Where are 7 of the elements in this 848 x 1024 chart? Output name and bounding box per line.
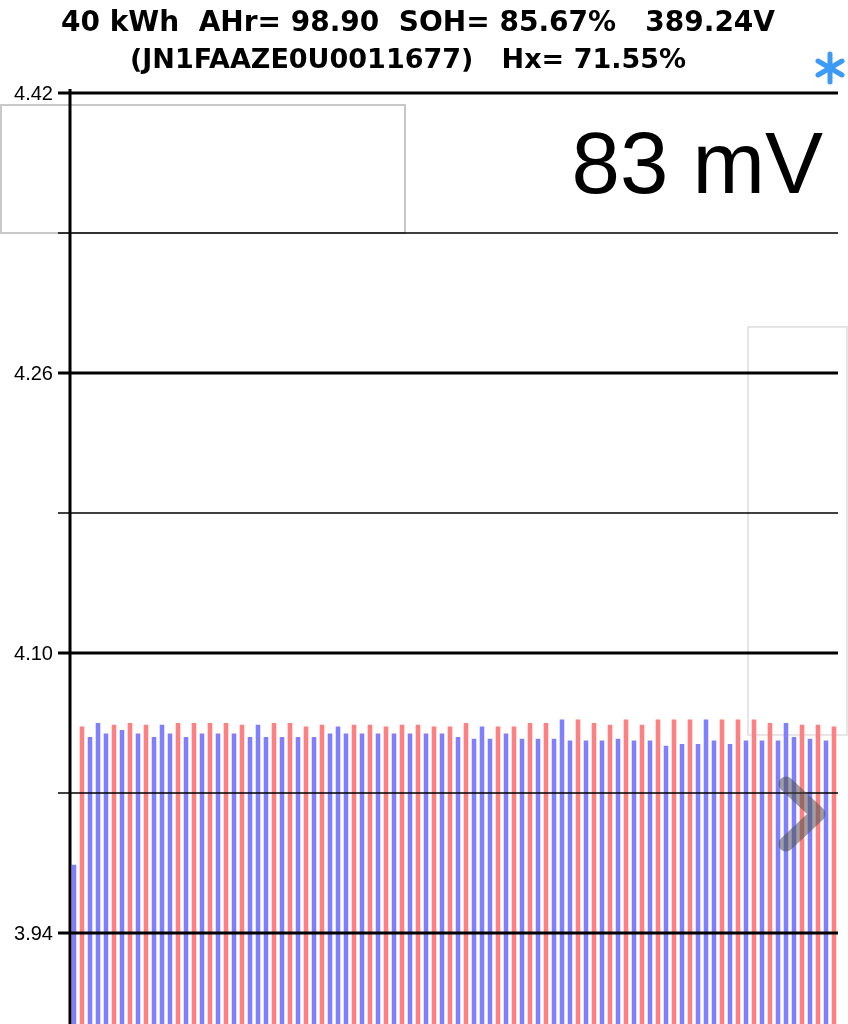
annotation: 83 mV bbox=[571, 114, 823, 211]
y-tick-label: 4.42 bbox=[14, 82, 53, 104]
y-tick-label: 4.10 bbox=[14, 642, 53, 664]
chart-subtitle: (JN1FAAZE0U0011677) Hx= 71.55% bbox=[129, 43, 687, 74]
y-tick-label: 3.94 bbox=[14, 922, 53, 944]
chart-title: 40 kWh AHr= 98.90 SOH= 85.67% 389.24V bbox=[60, 5, 776, 38]
y-tick-label: 4.26 bbox=[14, 362, 53, 384]
